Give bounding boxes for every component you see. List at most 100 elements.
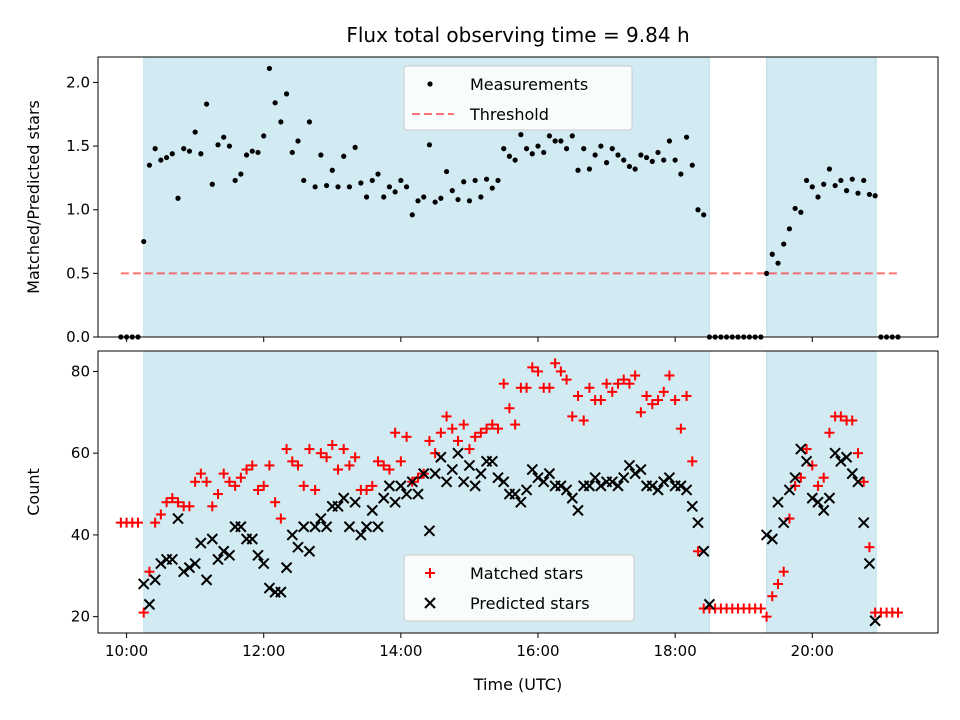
measurement-point [546, 133, 553, 139]
marker-stroke [475, 467, 487, 480]
marker-stroke [418, 467, 430, 480]
matched-star-marker [133, 517, 143, 528]
marker-stroke [172, 512, 184, 525]
measurement-point [563, 146, 570, 152]
marker-stroke [389, 496, 401, 508]
measurement-point [421, 194, 427, 200]
matched-star-marker [424, 435, 435, 446]
marker-stroke [806, 492, 818, 504]
measurement-point [803, 177, 810, 184]
matched-star-marker [224, 476, 235, 487]
predicted-star-marker [355, 529, 367, 541]
marker-stroke [435, 451, 447, 463]
predicted-star-marker [298, 521, 310, 533]
predicted-star-marker [338, 492, 350, 504]
matched-star-marker [578, 415, 589, 426]
predicted-star-marker [486, 455, 498, 468]
marker-stroke [378, 492, 390, 504]
y-tick-label: 1.0 [66, 201, 90, 219]
legend-label: Predicted stars [470, 594, 590, 613]
marker-stroke [532, 471, 544, 484]
predicted-star-marker [858, 516, 870, 529]
predicted-star-marker [138, 578, 150, 590]
marker-stroke [760, 529, 773, 541]
measurement-point [501, 146, 507, 152]
legend: Measurements Threshold [403, 65, 633, 131]
predicted-star-marker [212, 553, 224, 566]
matched-star-marker [630, 370, 641, 381]
measurement-point [403, 184, 410, 190]
predicted-star-marker [532, 471, 544, 484]
y-tick-label: 0.0 [66, 328, 90, 346]
matched-star-marker [298, 480, 309, 491]
measurement-point [489, 185, 495, 191]
measurement-point [832, 182, 838, 189]
measurement-point [163, 154, 170, 161]
matched-star-marker [293, 460, 303, 471]
predicted-star-marker [658, 476, 670, 488]
matched-star-marker [470, 431, 481, 442]
matched-star-marker [595, 395, 606, 406]
marker-stroke [263, 582, 276, 594]
marker-stroke [692, 516, 704, 529]
marker-stroke [400, 488, 413, 500]
predicted-star-marker [378, 492, 390, 504]
marker-stroke [555, 480, 567, 492]
matched-star-marker [207, 501, 218, 512]
marker-stroke [206, 533, 218, 545]
predicted-star-marker [698, 545, 710, 557]
marker-stroke [395, 480, 407, 492]
measurement-point [226, 143, 233, 149]
matched-star-marker [464, 444, 475, 455]
measurement-point [318, 152, 324, 158]
measurement-point [683, 134, 690, 140]
x-tick-label: 20:00 [791, 642, 834, 660]
matched-star-marker [670, 395, 681, 406]
marker-stroke [320, 521, 333, 533]
matched-star-marker [864, 542, 875, 553]
predicted-star-marker [258, 557, 270, 570]
legend-entry: Measurements [427, 75, 588, 94]
measurement-point [621, 157, 627, 163]
measurement-point [181, 146, 187, 152]
measurement-point [701, 212, 707, 218]
marker-stroke [183, 561, 196, 574]
predicted-star-marker [629, 467, 641, 480]
x-tick-label: 14:00 [379, 642, 422, 660]
marker-stroke [675, 480, 687, 492]
matched-star-marker [653, 395, 663, 406]
marker-stroke [338, 492, 350, 504]
predicted-star-marker [223, 549, 236, 562]
measurement-point [346, 184, 353, 190]
measurement-point [603, 160, 610, 166]
predicted-star-marker [686, 500, 698, 513]
measurement-point [192, 129, 198, 135]
matched-star-marker [373, 456, 383, 467]
measurement-point [449, 188, 455, 194]
legend-box [403, 554, 635, 622]
marker-stroke [429, 467, 441, 480]
matched-star-marker [607, 386, 618, 397]
predicted-star-marker [418, 467, 430, 480]
predicted-star-marker [446, 463, 458, 476]
marker-stroke [138, 578, 150, 590]
measurement-point [461, 179, 467, 185]
matched-star-marker [315, 448, 326, 459]
matched-star-marker [481, 423, 492, 434]
measurement-point [609, 146, 615, 152]
predicted-star-marker [509, 488, 521, 500]
measurement-point [866, 191, 873, 198]
measurement-point [661, 157, 667, 163]
predicted-star-marker [343, 521, 356, 533]
measurement-point [518, 132, 524, 138]
predicted-star-marker [680, 484, 693, 496]
matched-star-marker [675, 423, 686, 434]
matched-star-marker [533, 366, 543, 377]
marker-stroke [332, 500, 344, 513]
marker-stroke [795, 443, 807, 455]
legend-label: Matched stars [470, 564, 583, 583]
x-tick-label: 16:00 [516, 642, 559, 660]
measurement-point [483, 176, 490, 182]
marker-stroke [840, 451, 853, 463]
measurement-point [786, 226, 793, 232]
